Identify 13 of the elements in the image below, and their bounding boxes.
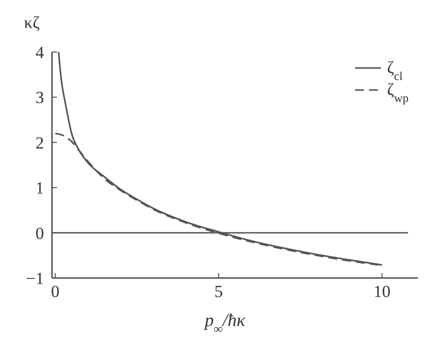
- y-tick-label: 4: [36, 42, 44, 62]
- y-tick-label: 1: [36, 178, 44, 198]
- y-tick-label: −1: [26, 268, 44, 288]
- x-tick-label: 5: [214, 282, 223, 301]
- y-tick-label: 0: [36, 224, 44, 243]
- legend-label: ζ$_{cl}$: [387, 58, 404, 83]
- x-tick-label: 0: [51, 282, 60, 301]
- legend-label: ζ$_{wp}$: [387, 80, 409, 105]
- y-tick-label: 2: [36, 133, 44, 152]
- y-axis-title: κζ: [24, 13, 40, 32]
- x-axis-title: p$_{∞}$/ħκ: [202, 310, 246, 336]
- y-tick-label: 3: [36, 88, 44, 108]
- x-tick-label: 10: [374, 282, 391, 301]
